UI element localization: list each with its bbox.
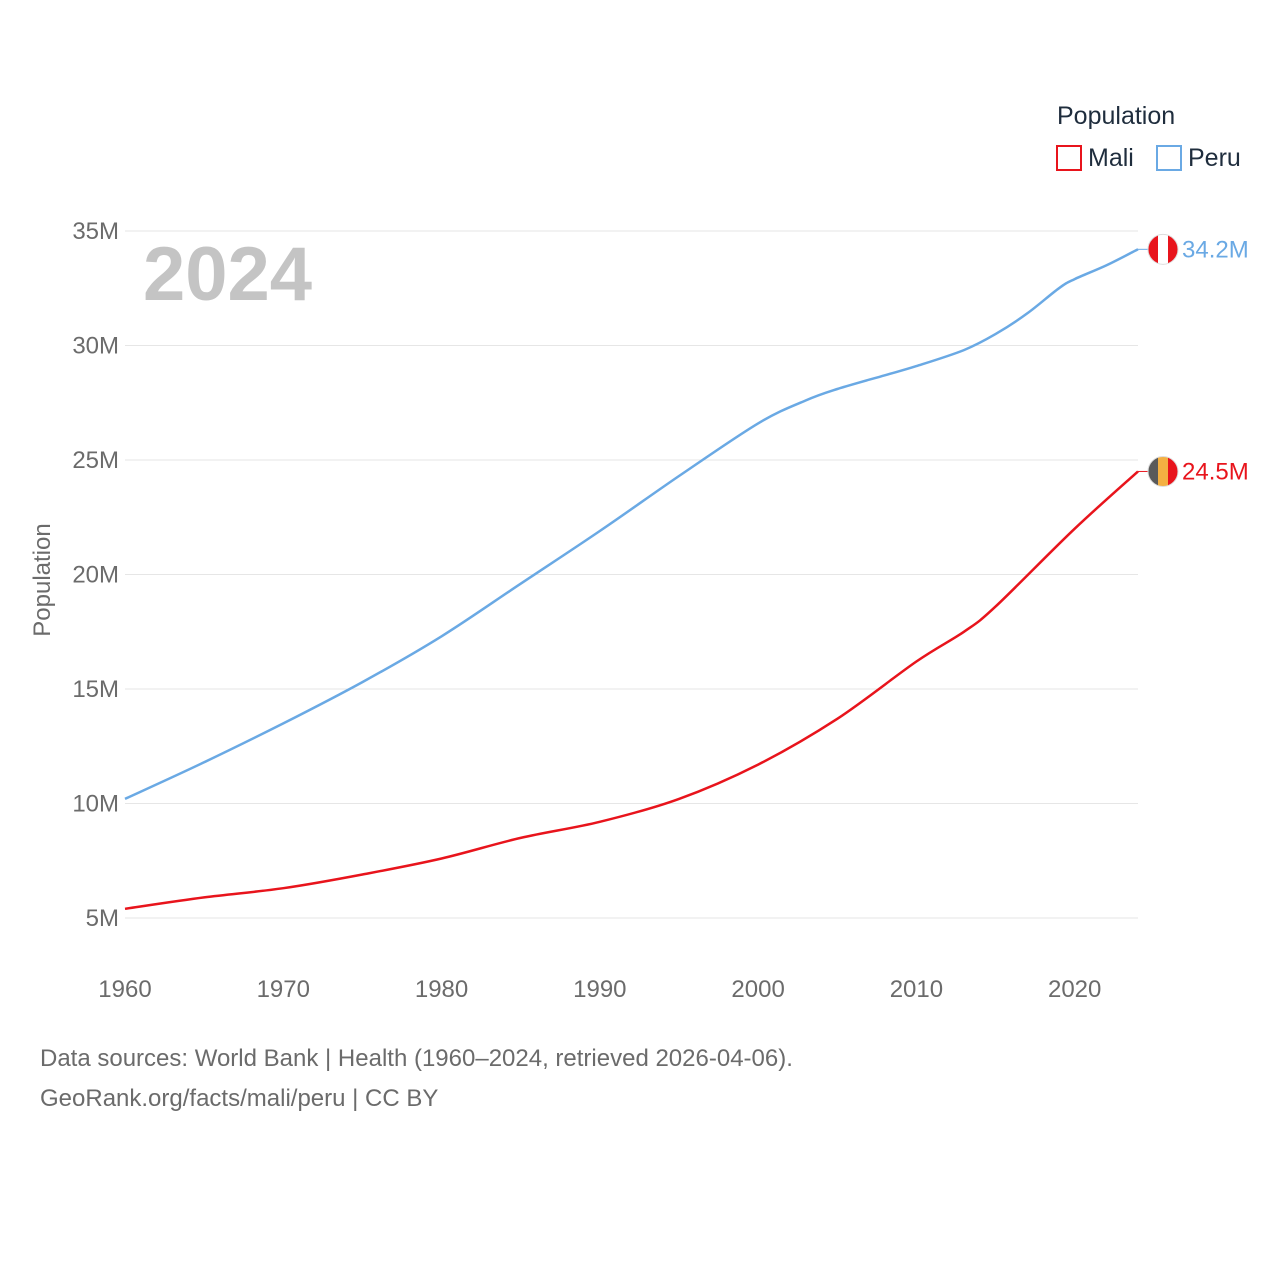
x-tick-label: 2010 [890, 976, 943, 1003]
x-tick-label: 1960 [98, 976, 151, 1003]
grid-lines [125, 230, 1138, 919]
y-tick-label: 25M [72, 447, 119, 474]
legend-title: Population [1057, 102, 1175, 130]
y-tick-label: 10M [72, 791, 119, 818]
legend: Population Mali Peru [1056, 102, 1241, 172]
y-tick-label: 5M [86, 905, 119, 932]
y-tick-label: 30M [72, 333, 119, 360]
flag-icon-peru [1148, 234, 1178, 265]
series-end-markers: 24.5M 34.2M [1138, 233, 1249, 487]
legend-swatch-peru [1156, 145, 1182, 171]
series-line-peru [124, 248, 1139, 801]
credit-link[interactable]: GeoRank.org/facts/mali/peru | CC BY [40, 1085, 439, 1112]
y-tick-label: 20M [72, 562, 119, 589]
year-label: 2024 [143, 232, 312, 317]
flag-icon-mali [1148, 456, 1178, 487]
x-tick-label: 1990 [573, 976, 626, 1003]
x-tick-label: 1980 [415, 976, 468, 1003]
end-value-label-peru: 34.2M [1182, 236, 1249, 263]
legend-item-mali[interactable]: Mali [1056, 144, 1134, 172]
flag-border-peru [1147, 233, 1179, 265]
series-lines [124, 248, 1139, 911]
y-axis-ticks: 5M 10M 15M 20M 25M 30M 35M [72, 218, 119, 932]
legend-label-mali: Mali [1088, 144, 1134, 172]
legend-label-peru: Peru [1188, 144, 1241, 172]
legend-item-peru[interactable]: Peru [1156, 144, 1241, 172]
x-axis-ticks: 1960 1970 1980 1990 2000 2010 2020 [98, 976, 1101, 1003]
x-tick-label: 1970 [257, 976, 310, 1003]
data-source-note: Data sources: World Bank | Health (1960–… [40, 1045, 793, 1072]
end-value-label-mali: 24.5M [1182, 458, 1249, 485]
y-tick-label: 35M [72, 218, 119, 245]
legend-swatch-mali [1056, 145, 1082, 171]
y-tick-label: 15M [72, 676, 119, 703]
series-line-mali [124, 470, 1139, 911]
y-axis-label: Population [29, 523, 56, 636]
x-tick-label: 2000 [731, 976, 784, 1003]
x-tick-label: 2020 [1048, 976, 1101, 1003]
flag-border-mali [1147, 455, 1179, 487]
